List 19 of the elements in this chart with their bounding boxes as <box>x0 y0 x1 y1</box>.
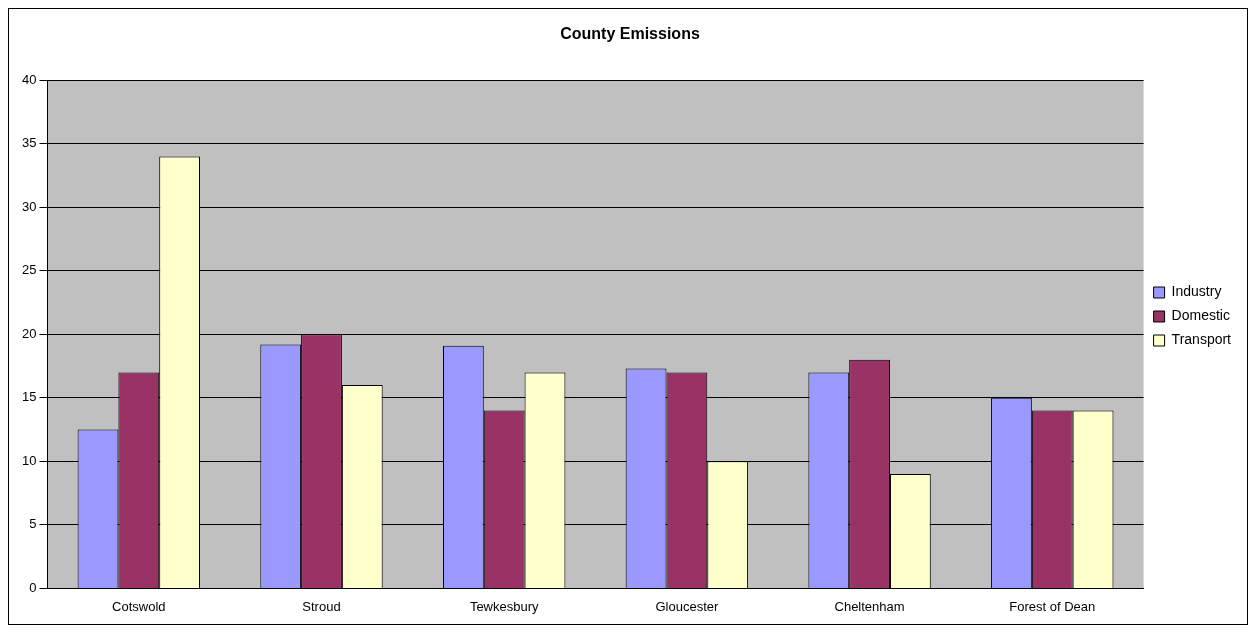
x-tick-label: Forest of Dean <box>1009 598 1096 614</box>
y-tick-label: 40 <box>21 71 37 87</box>
x-tick-label: Cheltenham <box>834 598 905 614</box>
y-tick-label: 5 <box>29 516 37 532</box>
legend-label: Transport <box>1171 331 1232 348</box>
x-tick-label: Stroud <box>302 598 341 614</box>
legend-label: Industry <box>1171 283 1222 300</box>
y-tick-label: 30 <box>21 198 37 214</box>
legend-label: Domestic <box>1171 307 1230 324</box>
y-tick-label: 0 <box>29 579 37 595</box>
y-tick-label: 20 <box>21 325 37 341</box>
x-tick-label: Gloucester <box>655 598 719 614</box>
y-tick-label: 35 <box>21 135 37 151</box>
x-tick-label: Tewkesbury <box>469 598 540 614</box>
x-tick-label: Cotswold <box>112 598 166 614</box>
chart-title: County Emissions <box>560 25 700 43</box>
y-tick-label: 10 <box>21 452 37 468</box>
y-tick-label: 25 <box>21 262 37 278</box>
y-tick-label: 15 <box>21 389 37 405</box>
